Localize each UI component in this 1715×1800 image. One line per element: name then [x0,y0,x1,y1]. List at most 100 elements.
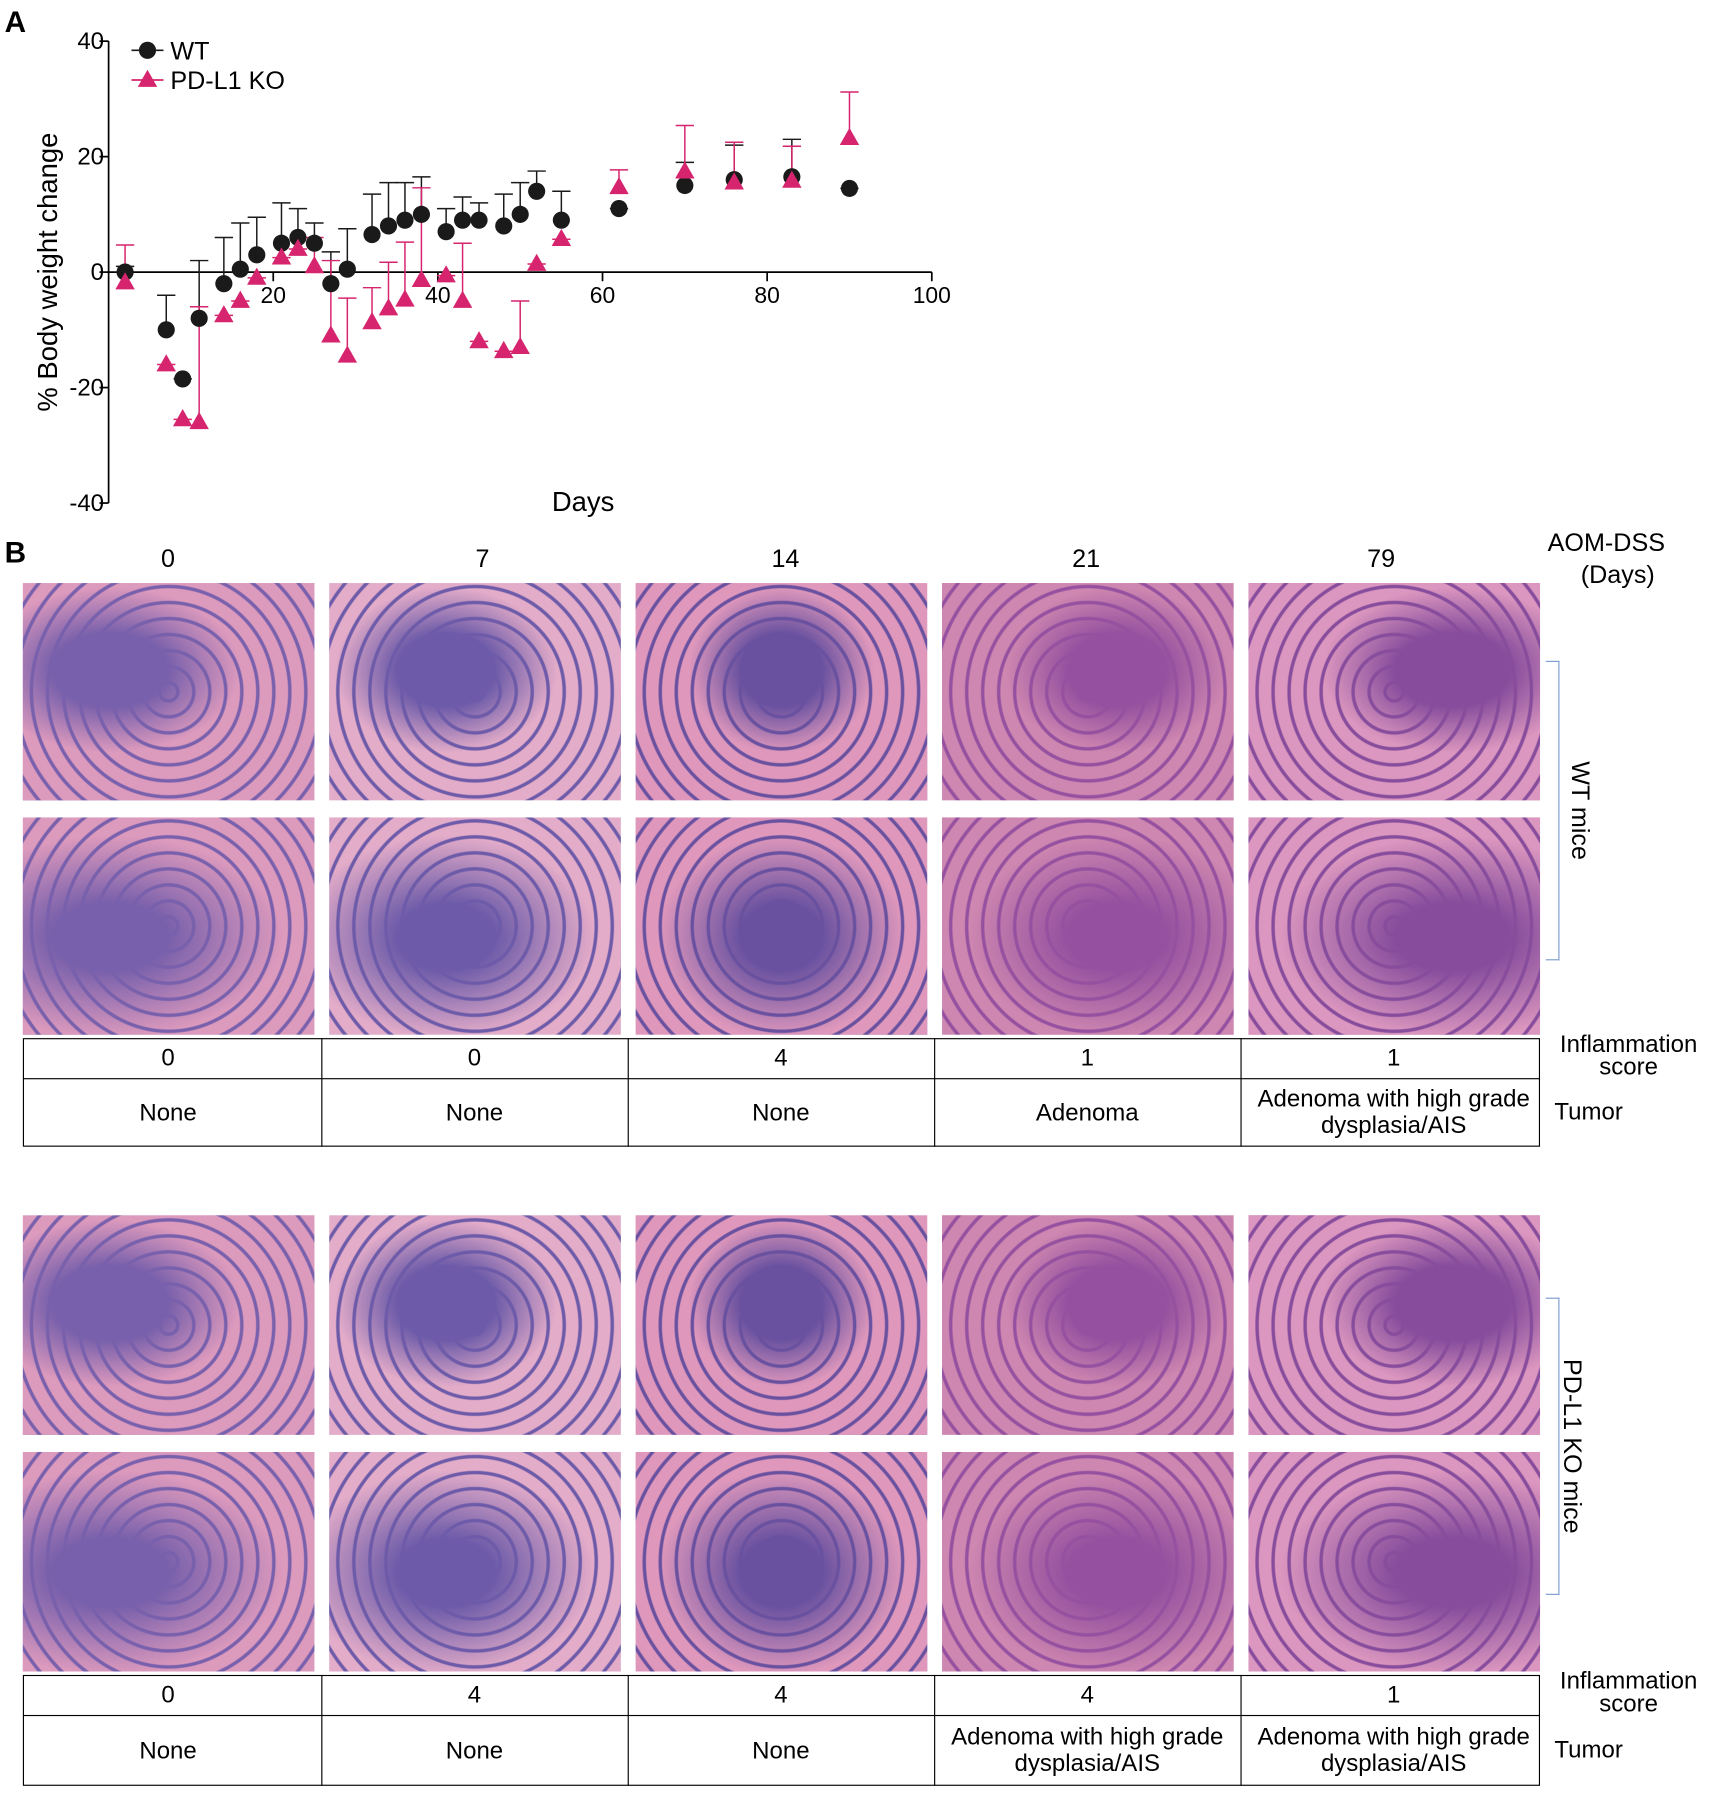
table-col-divider [1240,1038,1242,1147]
data-point [289,228,307,247]
tumor-type: Adenoma with high grade dysplasia/AIS [1257,1086,1530,1139]
row-label: Tumor [1554,1736,1623,1763]
group-bracket [1545,1297,1560,1595]
tumor-type: Adenoma [1035,1099,1139,1126]
histology-image [635,1215,928,1435]
x-tick-label: 100 [913,282,951,308]
inflammation-score: 4 [467,1681,482,1709]
group-bracket [1545,660,1560,961]
table-col-divider [321,1674,323,1786]
inflammation-score: 4 [774,1044,788,1072]
histology-image [635,1451,928,1672]
column-header: (Days) [1580,560,1655,589]
data-point [526,253,547,271]
data-point [288,238,308,256]
day-header: 7 [475,544,490,573]
histology-image [635,817,928,1035]
data-point [172,409,193,427]
histology-image [942,1215,1234,1435]
data-point [157,321,175,339]
tumor-type: None [445,1099,504,1126]
histology-image [942,583,1234,801]
data-point [470,211,488,229]
data-point [436,265,456,283]
data-point [676,176,694,195]
histology-image [22,583,315,801]
data-point [551,228,572,247]
histology-image [1248,1451,1541,1672]
histology-image [329,1451,621,1672]
inflammation-score: 1 [1080,1044,1094,1072]
row-label: score [1599,1054,1658,1081]
data-point [215,275,233,293]
day-header: 0 [161,544,176,573]
row-label: Tumor [1554,1098,1623,1126]
y-tick-label: -20 [69,375,104,402]
data-point [840,179,859,197]
data-point [115,272,135,290]
data-point [782,170,802,188]
data-point [552,211,570,229]
day-header: 79 [1367,544,1396,573]
data-point [452,290,473,308]
row-label: Inflammation [1559,1031,1698,1058]
data-point [528,182,546,200]
data-point [839,127,860,146]
panel-label: B [4,535,27,570]
inflammation-score: 0 [161,1681,175,1709]
data-point [469,331,489,349]
y-tick-label: 20 [77,144,104,171]
group-label: WT mice [1566,761,1595,860]
data-point [321,325,341,343]
data-point [411,269,432,288]
y-tick-label: -40 [69,490,104,517]
data-point [378,298,399,316]
legend-marker [138,41,157,59]
histology-image [22,1215,315,1435]
legend-label: WT [170,37,209,65]
table-col-divider [627,1038,629,1147]
column-header: AOM-DSS [1547,528,1666,557]
panel-label: A [4,4,27,39]
histology-image [1248,1215,1541,1435]
day-header: 21 [1072,544,1101,573]
histology-image [329,583,621,801]
inflammation-score: 0 [161,1044,175,1072]
tumor-type: None [752,1737,810,1764]
data-point [412,205,430,223]
data-point [338,260,356,278]
data-point [304,256,325,274]
error-bar [412,187,431,281]
inflammation-score: 4 [1080,1681,1094,1709]
x-axis-title: Days [552,486,614,517]
histology-image [22,1451,315,1672]
histology-image [22,817,315,1035]
data-point [610,200,628,218]
data-point [116,263,134,281]
data-point [495,217,513,235]
inflammation-score: 1 [1387,1044,1401,1072]
table-row-divider [22,1078,1541,1080]
data-point [322,275,340,293]
row-label: Inflammation [1559,1668,1698,1695]
legend-marker [137,69,158,87]
inflammation-score: 0 [467,1044,482,1072]
x-tick-label: 60 [590,282,615,308]
data-point [272,234,291,252]
tumor-type: Adenoma with high grade dysplasia/AIS [1257,1724,1530,1777]
histology-image [1248,817,1541,1035]
data-point [230,290,251,308]
data-point [231,260,249,278]
error-bar [321,259,341,336]
tumor-type: Adenoma with high grade dysplasia/AIS [951,1724,1224,1777]
data-point [174,370,192,388]
data-point [247,267,267,285]
data-point [609,176,629,195]
data-point [337,345,358,363]
data-point [214,305,234,323]
data-point [189,411,209,430]
data-point [494,340,514,359]
table-col-divider [1240,1674,1242,1786]
